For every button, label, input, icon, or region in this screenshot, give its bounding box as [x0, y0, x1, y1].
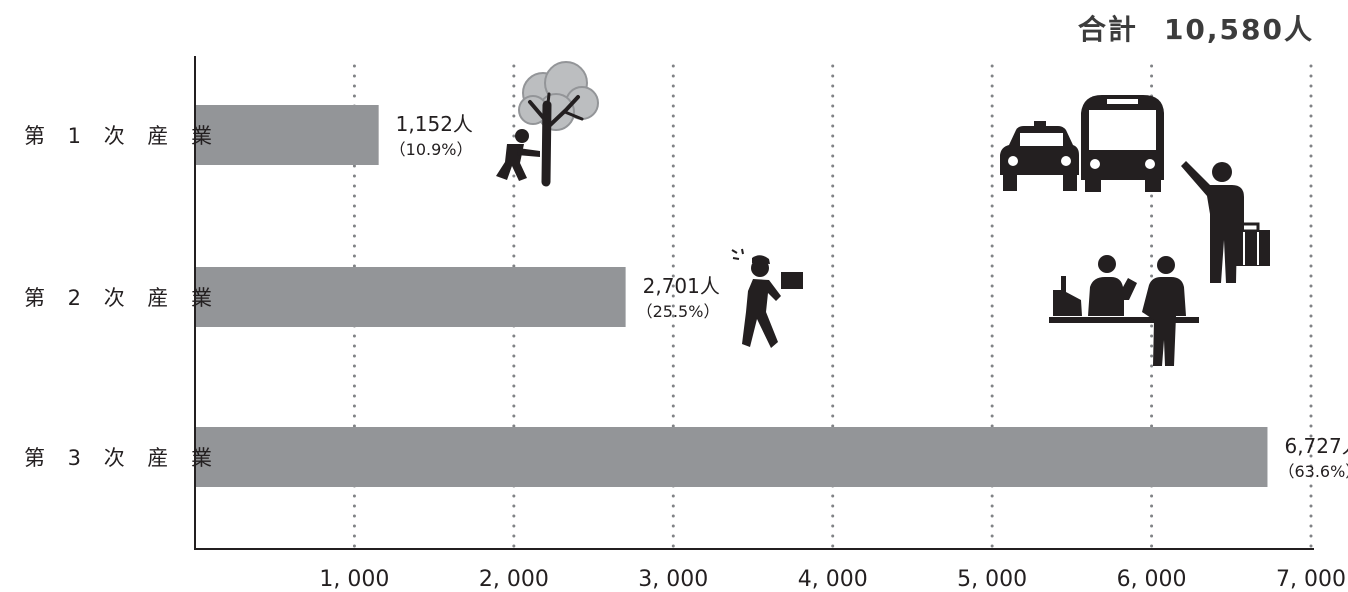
value-label-2: 2,701人 [643, 274, 720, 298]
taxi-icon [1000, 121, 1079, 191]
bars [195, 105, 1268, 487]
x-tick-label-7000: 7, 000 [1276, 567, 1346, 592]
woodcutter-tree-icon [496, 61, 599, 187]
traveler-with-suitcase-icon [1181, 161, 1270, 283]
bar-1 [195, 105, 379, 165]
category-label-2: 第 2 次 産 業 [24, 286, 220, 310]
shop-counter-clerk-icon [1049, 255, 1199, 366]
x-tick-label-4000: 4, 000 [798, 567, 868, 592]
x-tick-label-2000: 2, 000 [479, 567, 549, 592]
x-tick-label-5000: 5, 000 [957, 567, 1027, 592]
total-summary: 合計 10,580人 [1078, 8, 1314, 48]
x-tick-labels: 1, 000 2, 000 3, 000 4, 000 5, 000 6, 000 7, 0… [319, 567, 1346, 592]
worker-carrying-box-icon [731, 248, 803, 348]
category-label-1: 第 1 次 産 業 [24, 124, 220, 148]
axes [194, 56, 1314, 550]
percent-label-2: （25.5%） [637, 302, 720, 321]
value-label-3: 6,727人 [1284, 434, 1348, 458]
bar-3 [195, 427, 1268, 487]
data-labels: 1,152人 （10.9%） 2,701人 （25.5%） 6,727人 （63.6%） [390, 112, 1348, 481]
bar-2 [195, 267, 626, 327]
percent-label-1: （10.9%） [390, 140, 473, 159]
x-tick-label-1000: 1, 000 [319, 567, 389, 592]
total-value: 10,580人 [1163, 13, 1314, 46]
value-label-1: 1,152人 [396, 112, 473, 136]
category-labels: 第 1 次 産 業第 2 次 産 業第 3 次 産 業 [24, 124, 220, 470]
category-label-3: 第 3 次 産 業 [24, 446, 220, 470]
percent-label-3: （63.6%） [1278, 462, 1348, 481]
x-tick-label-3000: 3, 000 [638, 567, 708, 592]
bus-icon [1081, 95, 1164, 192]
total-label: 合計 [1077, 13, 1138, 46]
x-tick-label-6000: 6, 000 [1117, 567, 1187, 592]
